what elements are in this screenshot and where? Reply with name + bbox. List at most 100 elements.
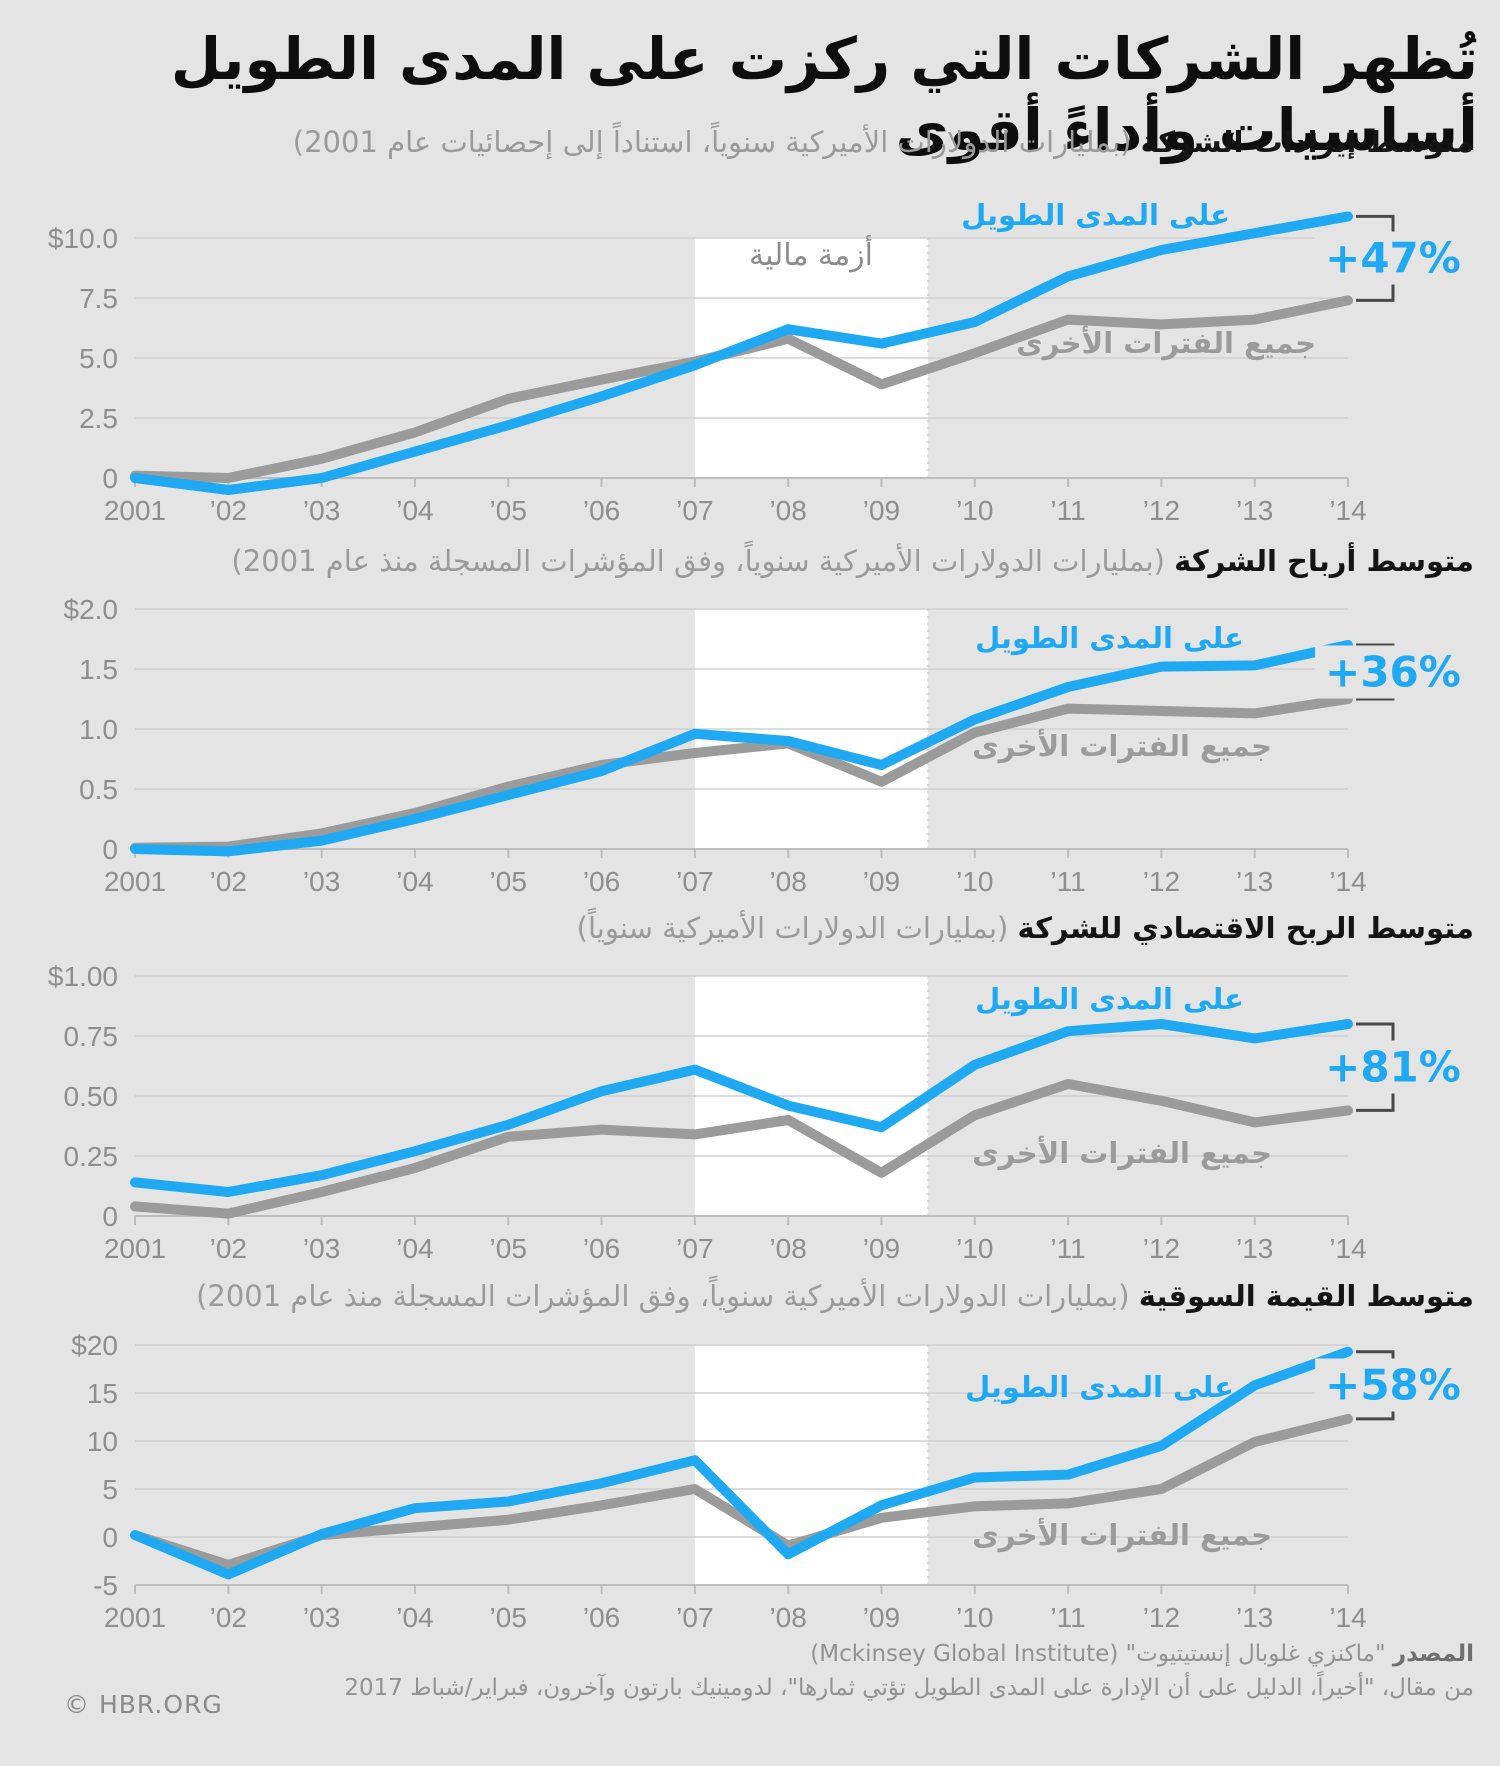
chart1-subtitle-note: (بمليارات الدولارات الأميركية سنوياً، اس… [292, 125, 1141, 159]
svg-text:’06: ’06 [583, 866, 620, 897]
svg-text:0.5: 0.5 [79, 774, 118, 805]
svg-text:2001: 2001 [104, 866, 166, 897]
chart4-subtitle-note: (بمليارات الدولارات الأميركية سنوياً، وف… [196, 1279, 1139, 1313]
svg-text:’08: ’08 [769, 1602, 806, 1633]
svg-text:0.75: 0.75 [64, 1021, 119, 1052]
svg-text:’06: ’06 [583, 495, 620, 526]
svg-text:’13: ’13 [1236, 1602, 1273, 1633]
chart4-subtitle-bold: متوسط القيمة السوقية [1138, 1279, 1474, 1313]
svg-text:0.50: 0.50 [64, 1081, 119, 1112]
svg-text:15: 15 [87, 1378, 118, 1409]
svg-text:’06: ’06 [583, 1602, 620, 1633]
svg-text:’04: ’04 [396, 495, 433, 526]
copyright: © HBR.ORG [64, 1690, 223, 1719]
svg-text:’02: ’02 [210, 1602, 247, 1633]
legend-long-term: على المدى الطويل [965, 1370, 1234, 1404]
svg-text:’12: ’12 [1143, 495, 1180, 526]
svg-text:’07: ’07 [676, 1233, 713, 1264]
source-label: المصدر [1392, 1641, 1474, 1667]
legend-long-term: على المدى الطويل [961, 198, 1230, 232]
svg-text:’08: ’08 [769, 495, 806, 526]
chart2-subtitle-note: (بمليارات الدولارات الأميركية سنوياً، وف… [231, 544, 1175, 578]
svg-text:$2.0: $2.0 [64, 594, 119, 625]
svg-text:’10: ’10 [956, 495, 993, 526]
svg-text:’09: ’09 [863, 1233, 900, 1264]
svg-text:5: 5 [102, 1474, 118, 1505]
svg-text:’09: ’09 [863, 495, 900, 526]
svg-text:’11: ’11 [1050, 1602, 1085, 1633]
svg-text:’10: ’10 [956, 1233, 993, 1264]
svg-text:’07: ’07 [676, 495, 713, 526]
delta-badge: +81% [1315, 1040, 1471, 1094]
chart4-market-value: $20 15 10 5 0 -5 2001 ’02 ’03 ’04 ’05 ’06 ’07 ’08 ’09 ’… [0, 1330, 1500, 1642]
page-title: تُظهر الشركات التي ركزت على المدى الطويل… [170, 25, 1478, 164]
svg-text:’13: ’13 [1236, 1233, 1273, 1264]
chart3-subtitle-note: (بمليارات الدولارات الأميركية سنوياً) [576, 911, 1018, 945]
svg-text:0: 0 [102, 1522, 118, 1553]
svg-text:’14: ’14 [1329, 1602, 1366, 1633]
svg-text:’02: ’02 [210, 1233, 247, 1264]
svg-text:10: 10 [87, 1426, 118, 1457]
svg-text:’11: ’11 [1050, 1233, 1085, 1264]
svg-text:’13: ’13 [1236, 495, 1273, 526]
legend-all-other-periods: جميع الفترات الأخرى [972, 729, 1272, 763]
svg-text:’07: ’07 [676, 866, 713, 897]
svg-text:’05: ’05 [490, 495, 527, 526]
article-line: من مقال، "أخيراً، الدليل على أن الإدارة … [344, 1675, 1474, 1701]
chart3-subtitle: متوسط الربح الاقتصادي للشركة (بمليارات ا… [100, 910, 1474, 946]
source-text: "ماكنزي غلوبال إنستيتيوت" (Mckinsey Glob… [810, 1641, 1393, 1667]
legend-long-term: على المدى الطويل [975, 621, 1244, 655]
svg-text:’04: ’04 [396, 1602, 433, 1633]
chart2-subtitle: متوسط أرباح الشركة (بمليارات الدولارات ا… [100, 543, 1474, 579]
svg-text:2001: 2001 [104, 1602, 166, 1633]
svg-text:0: 0 [102, 1201, 118, 1232]
svg-text:$1.00: $1.00 [48, 961, 118, 992]
svg-text:’10: ’10 [956, 866, 993, 897]
legend-all-other-periods: جميع الفترات الأخرى [1016, 326, 1316, 360]
svg-text:1.0: 1.0 [79, 714, 118, 745]
svg-text:’03: ’03 [303, 495, 340, 526]
svg-text:0.25: 0.25 [64, 1141, 119, 1172]
chart2-profit: $2.0 1.5 1.0 0.5 0 2001 ’02 ’03 ’04 ’05 ’06 ’07 ’08 ’… [0, 594, 1500, 905]
svg-text:’11: ’11 [1050, 495, 1085, 526]
svg-text:’06: ’06 [583, 1233, 620, 1264]
legend-all-other-periods: جميع الفترات الأخرى [972, 1518, 1272, 1552]
financial-crisis-label: أزمة مالية [749, 238, 873, 273]
chart1-subtitle: متوسط إيرادات الشركة (بمليارات الدولارات… [100, 124, 1474, 160]
svg-text:’13: ’13 [1236, 866, 1273, 897]
chart4-subtitle: متوسط القيمة السوقية (بمليارات الدولارات… [100, 1278, 1474, 1314]
svg-text:’03: ’03 [303, 1233, 340, 1264]
svg-text:’02: ’02 [210, 495, 247, 526]
legend-all-other-periods: جميع الفترات الأخرى [972, 1136, 1272, 1170]
svg-text:’12: ’12 [1143, 1602, 1180, 1633]
svg-text:’05: ’05 [490, 1602, 527, 1633]
svg-text:’12: ’12 [1143, 1233, 1180, 1264]
svg-text:2001: 2001 [104, 495, 166, 526]
delta-badge: +36% [1315, 645, 1471, 699]
svg-text:2.5: 2.5 [79, 403, 118, 434]
svg-text:’02: ’02 [210, 866, 247, 897]
svg-text:0: 0 [102, 463, 118, 494]
delta-badge: +47% [1315, 231, 1471, 285]
svg-text:’08: ’08 [769, 866, 806, 897]
delta-badge: +58% [1315, 1358, 1471, 1412]
svg-text:’04: ’04 [396, 1233, 433, 1264]
chart2-subtitle-bold: متوسط أرباح الشركة [1174, 544, 1474, 578]
chart3-economic-profit: $1.00 0.75 0.50 0.25 0 2001 ’02 ’03 ’04 ’05 ’06 ’07… [0, 961, 1500, 1272]
source-line: المصدر "ماكنزي غلوبال إنستيتيوت" (Mckins… [100, 1640, 1474, 1670]
svg-text:2001: 2001 [104, 1233, 166, 1264]
svg-text:’14: ’14 [1329, 495, 1366, 526]
svg-text:’03: ’03 [303, 1602, 340, 1633]
svg-text:’14: ’14 [1329, 866, 1366, 897]
svg-text:’05: ’05 [490, 866, 527, 897]
svg-text:’07: ’07 [676, 1602, 713, 1633]
svg-text:’05: ’05 [490, 1233, 527, 1264]
svg-text:$10.0: $10.0 [48, 223, 118, 254]
svg-text:’09: ’09 [863, 866, 900, 897]
legend-long-term: على المدى الطويل [975, 982, 1244, 1016]
chart1-subtitle-bold: متوسط إيرادات الشركة [1140, 125, 1474, 159]
